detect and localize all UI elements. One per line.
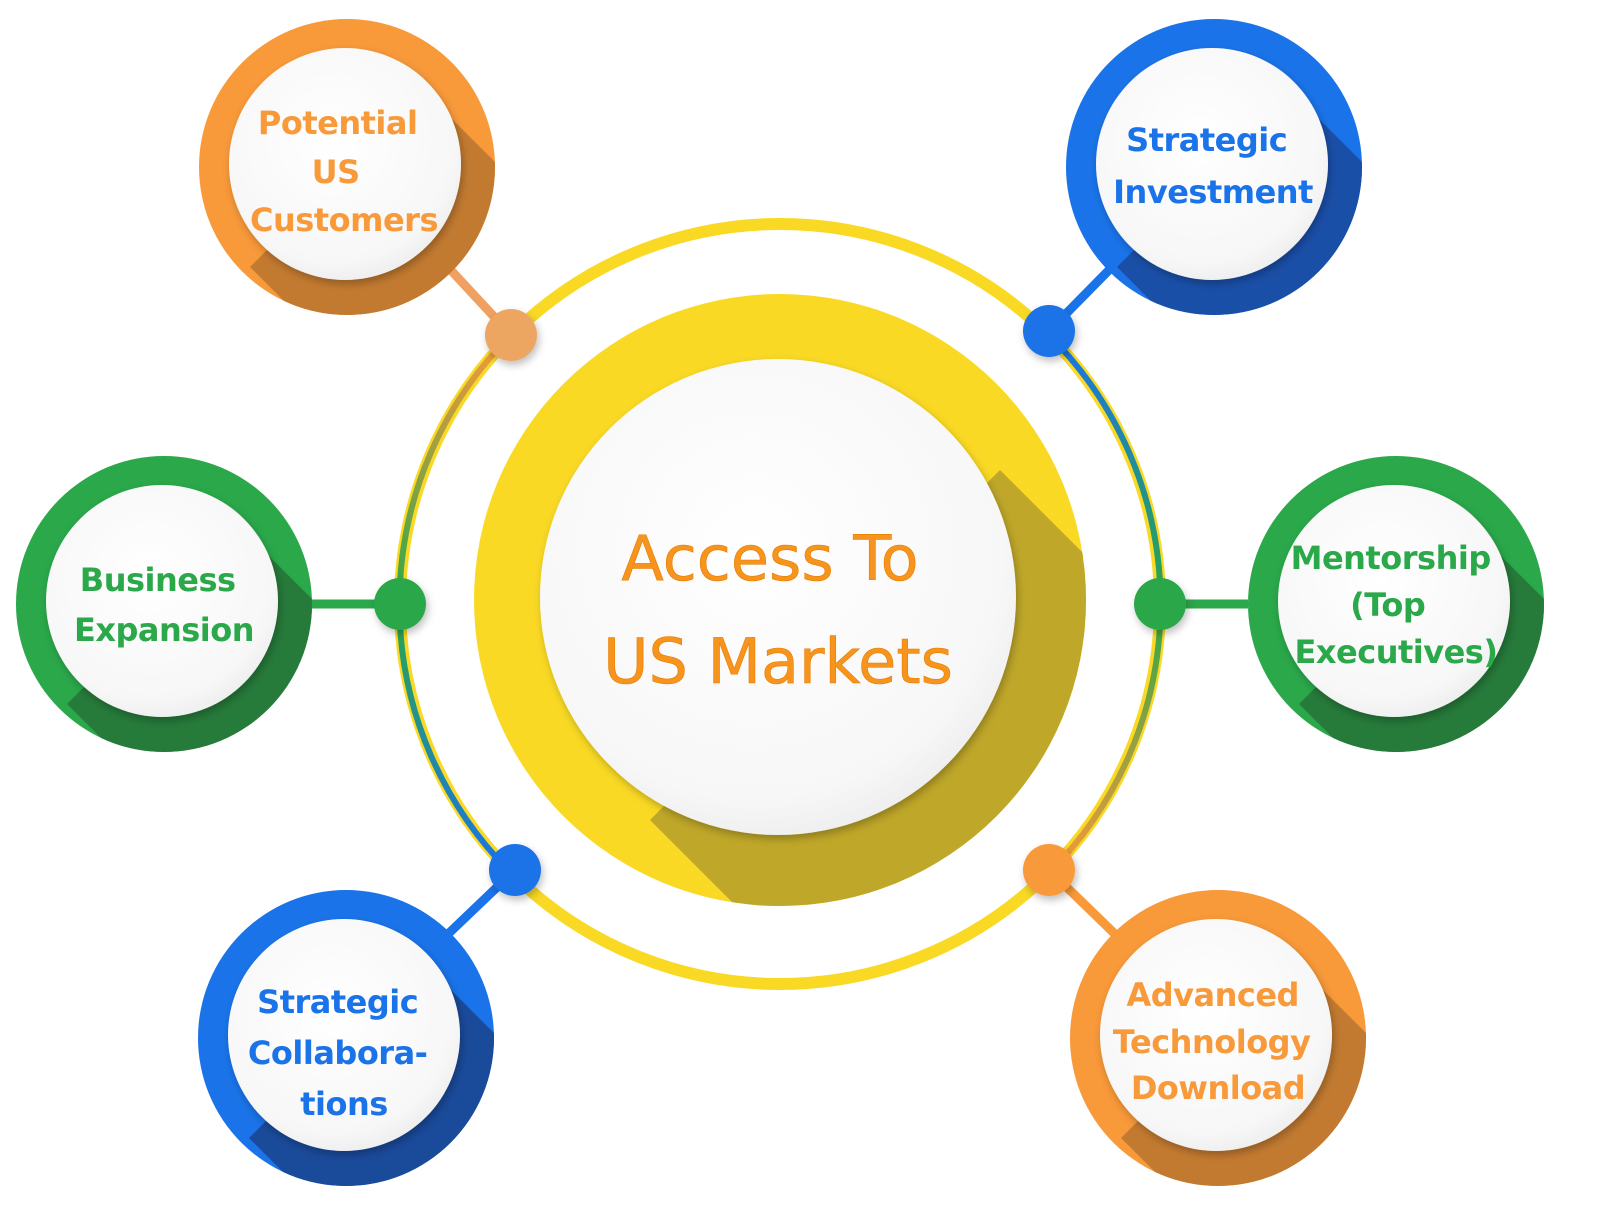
- node-label-line: Executives): [1295, 633, 1498, 671]
- dot-advanced-technology-download: [1023, 844, 1075, 896]
- center-node: Access To US Markets: [474, 294, 1086, 906]
- node-label-line: Expansion: [74, 611, 254, 649]
- node-label-line: Download: [1131, 1069, 1305, 1107]
- svg-text:Strategic Investment: Strategic Investment: [1113, 121, 1313, 211]
- svg-text:Mentorship (Top Ex: Mentorship (Top Executives): [1291, 539, 1502, 671]
- node-advanced-technology-download: Advanced Technology Download: [1070, 890, 1366, 1186]
- node-label-line: Technology: [1113, 1023, 1311, 1061]
- node-label-line: Business: [80, 561, 236, 599]
- dot-potential-us-customers: [485, 309, 537, 361]
- svg-text:Potential US Custo: Potential US Customers: [250, 104, 438, 239]
- center-title-line1: Access To: [621, 522, 918, 595]
- node-label-line: Collabora-: [248, 1034, 428, 1072]
- node-mentorship: Mentorship (Top Executives): [1248, 456, 1544, 752]
- node-business-expansion: Business Expansion: [16, 456, 312, 752]
- svg-text:Strategic Collabora-: Strategic Collabora- tions: [248, 983, 438, 1123]
- node-label-line: (Top: [1350, 586, 1425, 624]
- dot-business-expansion: [374, 578, 426, 630]
- svg-text:Business Expansion: Business Expansion: [74, 561, 254, 649]
- dot-strategic-investment: [1023, 305, 1075, 357]
- node-label-line: Mentorship: [1291, 539, 1491, 577]
- node-potential-us-customers: Potential US Customers: [199, 19, 495, 315]
- svg-text:Advanced Technology: Advanced Technology Download: [1113, 976, 1321, 1107]
- dot-strategic-collaborations: [489, 844, 541, 896]
- node-label-line: Strategic: [257, 983, 418, 1021]
- node-label-line: Strategic: [1126, 121, 1287, 159]
- node-label-line: Potential: [258, 104, 418, 142]
- node-label-line: US: [312, 153, 360, 191]
- dot-mentorship: [1134, 578, 1186, 630]
- node-strategic-investment: Strategic Investment: [1066, 19, 1362, 315]
- node-label-line: Investment: [1113, 173, 1313, 211]
- node-label-line: tions: [300, 1085, 388, 1123]
- connector-dots: [374, 305, 1186, 896]
- node-strategic-collaborations: Strategic Collabora- tions: [198, 890, 494, 1186]
- node-label-line: Customers: [250, 201, 438, 239]
- center-title-line2: US Markets: [603, 625, 953, 698]
- node-label-line: Advanced: [1126, 976, 1298, 1014]
